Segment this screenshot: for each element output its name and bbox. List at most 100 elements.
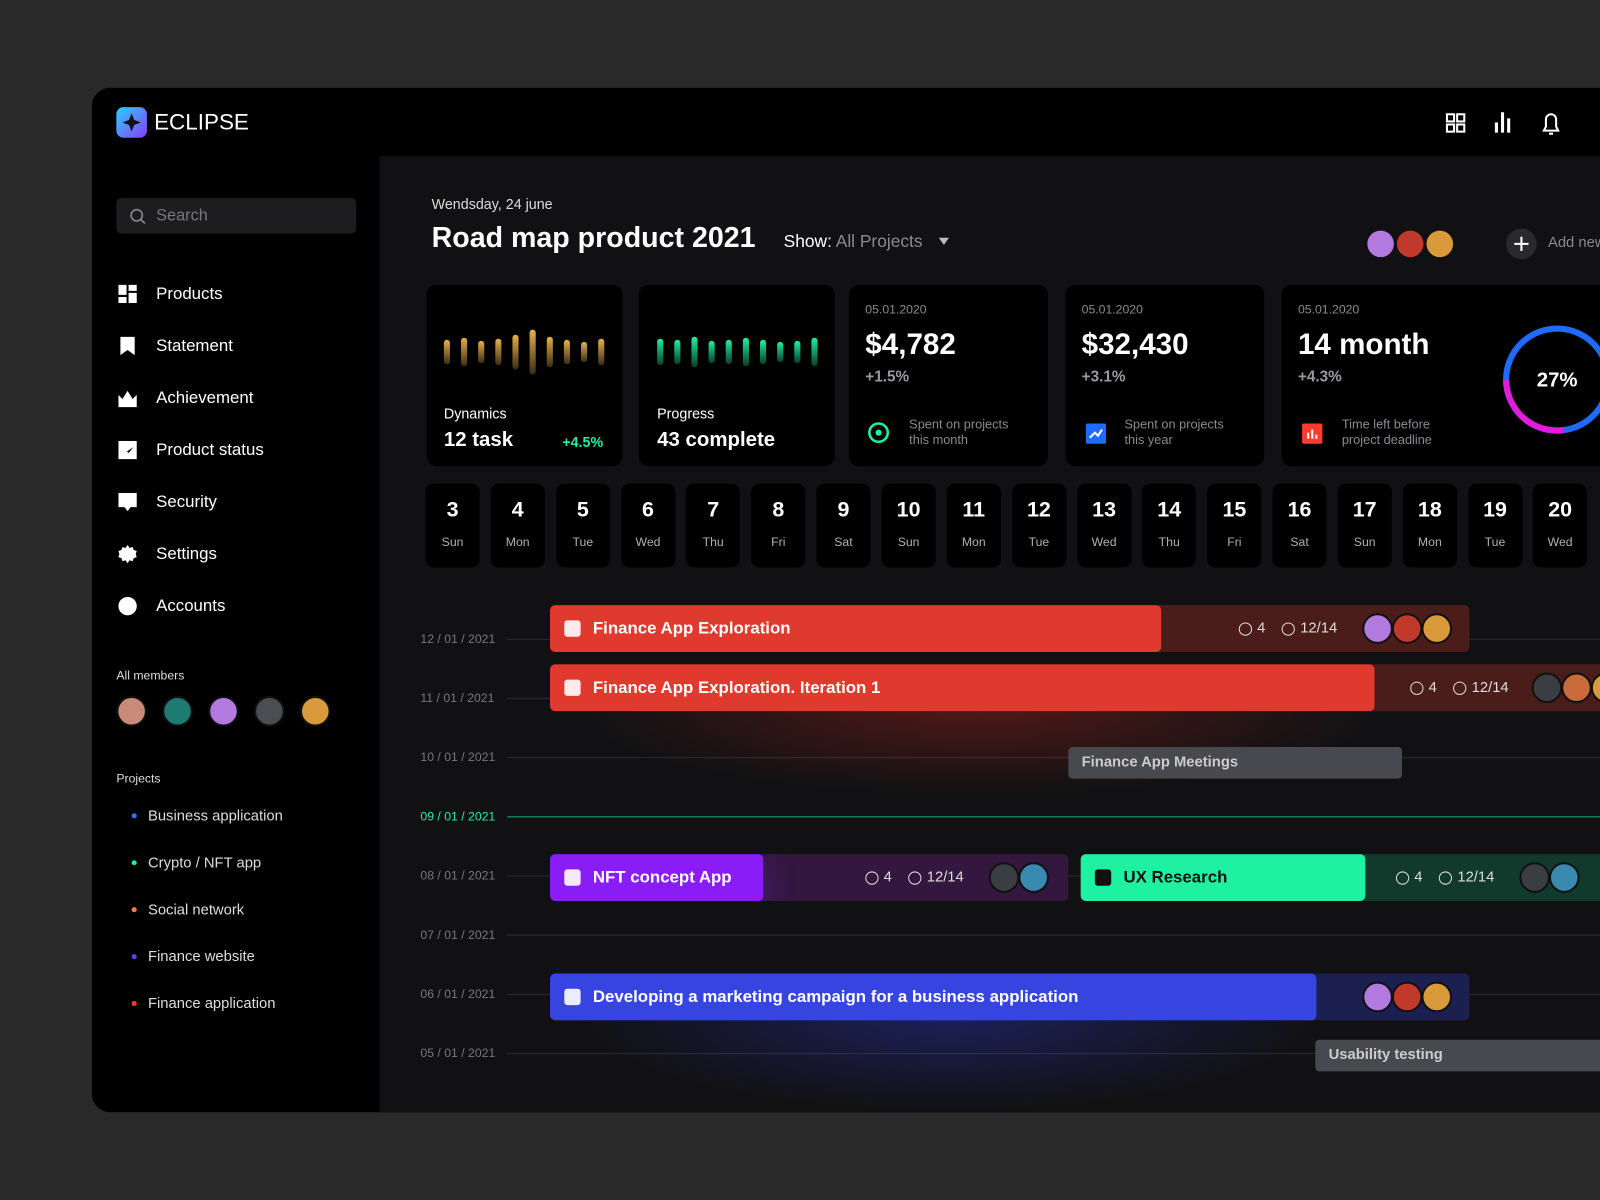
project-dot bbox=[131, 1001, 137, 1007]
day[interactable]: 9 Sat bbox=[816, 483, 871, 568]
filter-value: All Projects bbox=[835, 231, 923, 252]
filter[interactable]: Show: All Projects bbox=[784, 232, 958, 252]
day[interactable]: 13 Wed bbox=[1077, 483, 1132, 568]
project-name: Social network bbox=[147, 902, 245, 919]
card-label: Dynamics bbox=[443, 405, 507, 422]
nav-item[interactable]: Accounts bbox=[156, 596, 226, 616]
day[interactable]: 4 Mon bbox=[490, 483, 545, 568]
stat-date: 05.01.2020 bbox=[1081, 302, 1143, 317]
day-number: 12 bbox=[1026, 497, 1051, 522]
day[interactable]: 17 Sun bbox=[1337, 483, 1392, 568]
dynamics-card: Dynamics 12 task +4.5% bbox=[426, 284, 623, 467]
timeline-date: 08 / 01 / 2021 bbox=[420, 868, 496, 883]
mini-bar bbox=[742, 337, 749, 367]
timeline-line bbox=[507, 934, 1600, 936]
day[interactable]: 12 Tue bbox=[1011, 483, 1066, 568]
icon-shape bbox=[118, 440, 137, 460]
task[interactable]: NFT concept App 4 12/14 bbox=[549, 854, 1069, 902]
day-name: Fri bbox=[771, 534, 786, 549]
day-number: 19 bbox=[1483, 497, 1507, 522]
day[interactable]: 16 Sat bbox=[1272, 483, 1327, 568]
day-name: Wed bbox=[1091, 534, 1117, 549]
avatar bbox=[299, 695, 331, 727]
stat-value: $4,782 bbox=[865, 328, 956, 362]
event[interactable]: Finance App Meetings bbox=[1068, 746, 1403, 779]
icon-shape bbox=[118, 544, 137, 564]
day-number: 3 bbox=[446, 497, 459, 522]
day-name: Wed bbox=[1547, 534, 1573, 549]
nav-icon bbox=[120, 336, 135, 356]
card-change: +4.5% bbox=[562, 433, 604, 450]
day[interactable]: 8 Fri bbox=[751, 483, 806, 568]
day-number: 5 bbox=[576, 497, 589, 522]
mini-bar bbox=[657, 338, 664, 366]
day[interactable]: 18 Mon bbox=[1402, 483, 1457, 568]
mini-bar bbox=[478, 340, 485, 364]
nav-item[interactable]: Security bbox=[156, 492, 217, 512]
timeline-date: 10 / 01 / 2021 bbox=[420, 749, 496, 765]
avatar bbox=[254, 695, 285, 727]
task-attachments: 4 bbox=[1414, 869, 1423, 886]
stat-icon bbox=[868, 422, 890, 444]
search-box[interactable]: Search bbox=[116, 197, 357, 234]
stat-value: $32,430 bbox=[1081, 328, 1189, 362]
task[interactable]: Finance App Exploration. Iteration 1 4 1… bbox=[549, 664, 1600, 712]
day-number: 9 bbox=[837, 497, 850, 522]
day-number: 16 bbox=[1287, 497, 1312, 522]
timeline-line bbox=[507, 757, 1600, 759]
task-attachments: 4 bbox=[1428, 679, 1437, 696]
day[interactable]: 19 Tue bbox=[1467, 483, 1523, 568]
nav-item[interactable]: Products bbox=[156, 284, 223, 304]
day-number: 14 bbox=[1157, 497, 1182, 522]
add-label[interactable]: Add new bbox=[1547, 234, 1600, 252]
mini-bar bbox=[759, 339, 767, 365]
deadline-card: 05.01.2020 14 month +4.3% Time left befo… bbox=[1281, 284, 1600, 467]
task[interactable]: UX Research 4 12/14 bbox=[1080, 854, 1600, 902]
task-name: UX Research bbox=[1123, 867, 1228, 887]
task[interactable]: Finance App Exploration 4 12/14 bbox=[549, 605, 1470, 653]
nav-item[interactable]: Achievement bbox=[156, 388, 254, 408]
header-icons bbox=[1445, 112, 1560, 135]
nav-icon bbox=[118, 492, 137, 512]
day-name: Sun bbox=[897, 534, 920, 549]
avatar bbox=[1394, 228, 1426, 260]
nav-icon bbox=[118, 390, 137, 408]
day-name: Fri bbox=[1227, 534, 1242, 549]
avatar bbox=[1424, 228, 1456, 260]
nav-icon bbox=[118, 440, 137, 460]
mini-bar bbox=[546, 336, 553, 368]
nav-item[interactable]: Settings bbox=[156, 544, 217, 564]
timeline-line bbox=[507, 1053, 1600, 1055]
day[interactable]: 5 Tue bbox=[555, 483, 610, 568]
dynamics-bars bbox=[443, 329, 605, 375]
day[interactable]: 15 Fri bbox=[1207, 483, 1262, 568]
card-value: 12 task bbox=[443, 428, 514, 452]
filter-label: Show: bbox=[783, 231, 832, 252]
task-attachments: 4 bbox=[1257, 620, 1266, 637]
day-number: 4 bbox=[511, 497, 524, 522]
event[interactable]: Usability testing bbox=[1315, 1039, 1600, 1072]
task-name: NFT concept App bbox=[592, 867, 732, 887]
task[interactable]: Developing a marketing campaign for a bu… bbox=[549, 973, 1470, 1021]
day[interactable]: 20 Wed bbox=[1533, 483, 1588, 568]
date: Wendsday, 24 june bbox=[431, 195, 553, 213]
task-attachments: 4 bbox=[883, 869, 892, 886]
day[interactable]: 6 Wed bbox=[620, 483, 676, 568]
nav-item[interactable]: Product status bbox=[156, 440, 264, 460]
day[interactable]: 14 Thu bbox=[1142, 483, 1197, 568]
day[interactable]: 10 Sun bbox=[881, 483, 936, 568]
icon-shape bbox=[120, 336, 135, 356]
mini-bar bbox=[674, 339, 681, 365]
donut: 27% bbox=[1503, 325, 1600, 434]
add-button[interactable] bbox=[1506, 228, 1537, 260]
nav-icon bbox=[118, 544, 137, 564]
card-label: Progress bbox=[657, 405, 715, 422]
project-name: Finance website bbox=[147, 948, 255, 966]
day-name: Thu bbox=[1158, 534, 1180, 549]
mini-bar bbox=[581, 341, 588, 363]
day[interactable]: 11 Mon bbox=[946, 483, 1001, 568]
day[interactable]: 7 Thu bbox=[686, 483, 741, 568]
nav-item[interactable]: Statement bbox=[156, 336, 233, 356]
day[interactable]: 3 Sun bbox=[425, 483, 480, 568]
